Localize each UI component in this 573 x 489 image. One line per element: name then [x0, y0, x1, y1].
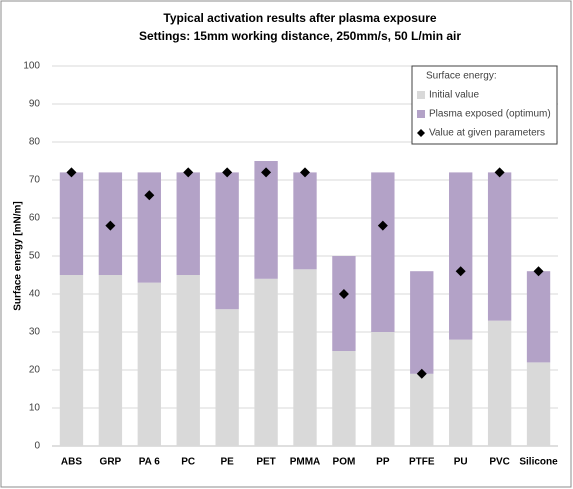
legend-box — [411, 65, 558, 145]
x-tick-label: PE — [220, 457, 234, 468]
x-tick-label: Silicone — [519, 457, 558, 468]
bar-segment — [176, 172, 200, 275]
x-tick-label: PC — [181, 457, 195, 468]
bar-segment — [332, 351, 356, 446]
marker — [261, 167, 272, 178]
bar-segment — [215, 172, 239, 310]
marker — [377, 220, 388, 231]
y-tick-label: 30 — [29, 327, 41, 338]
x-tick-label: PP — [376, 457, 390, 468]
y-axis-label: Surface energy [mN/m] — [13, 201, 24, 310]
marker — [338, 289, 349, 299]
bar-segment — [59, 275, 84, 446]
y-tick-label: 80 — [29, 137, 41, 148]
y-tick-label: 90 — [29, 99, 41, 110]
bar-segment — [371, 332, 395, 446]
x-tick-label: ABS — [61, 457, 82, 468]
legend-swatch — [417, 91, 425, 99]
bar-segment — [98, 275, 123, 446]
y-tick-label: 0 — [34, 441, 40, 452]
marker — [416, 368, 427, 379]
y-tick-label: 40 — [29, 289, 41, 300]
bar-segment — [137, 172, 161, 283]
y-tick-label: 100 — [23, 61, 40, 72]
y-tick-label: 70 — [29, 175, 41, 186]
bar-segment — [59, 172, 84, 275]
marker — [222, 167, 233, 178]
marker — [183, 167, 194, 178]
y-tick-label: 20 — [29, 365, 41, 376]
marker — [300, 167, 310, 178]
marker — [494, 167, 505, 178]
y-tick-label: 50 — [29, 251, 41, 262]
legend-label: Initial value — [429, 90, 479, 101]
bar-segment — [410, 271, 434, 374]
x-tick-label: PET — [256, 457, 275, 468]
y-tick-label: 10 — [29, 403, 41, 414]
bar-segment — [293, 172, 317, 270]
bar-segment — [371, 172, 395, 332]
bar-segment — [137, 282, 161, 446]
bar-segment — [526, 271, 551, 363]
bar-segment — [176, 275, 200, 446]
x-tick-label: PMMA — [290, 457, 321, 468]
bar-segment — [487, 320, 512, 446]
x-tick-label: GRP — [100, 457, 122, 468]
bar-segment — [487, 172, 512, 321]
bar-segment — [332, 256, 356, 351]
bar-segment — [410, 373, 434, 446]
bar-segment — [254, 161, 278, 279]
marker — [533, 266, 544, 277]
x-tick-label: PU — [454, 457, 468, 468]
legend-label: Value at given parameters — [429, 128, 545, 139]
legend-swatch — [417, 129, 425, 137]
marker — [144, 190, 155, 201]
bar-segment — [449, 339, 473, 446]
legend-label: Plasma exposed (optimum) — [429, 109, 551, 120]
bar-segment — [293, 269, 317, 446]
x-tick-label: PA 6 — [139, 457, 161, 468]
bar-segment — [254, 278, 278, 446]
bar-segment — [449, 172, 473, 340]
x-tick-label: PVC — [489, 457, 510, 468]
y-tick-label: 60 — [29, 213, 41, 224]
marker — [66, 167, 77, 178]
bar-segment — [526, 362, 551, 446]
legend-title: Surface energy: — [426, 71, 497, 82]
marker — [105, 220, 116, 231]
marker — [455, 266, 466, 277]
chart-subtitle: Settings: 15mm working distance, 250mm/s… — [139, 29, 461, 43]
bar-segment — [215, 309, 239, 446]
x-tick-label: POM — [333, 457, 356, 468]
chart-title: Typical activation results after plasma … — [163, 11, 437, 25]
legend-swatch — [417, 110, 425, 118]
x-tick-label: PTFE — [409, 457, 435, 468]
